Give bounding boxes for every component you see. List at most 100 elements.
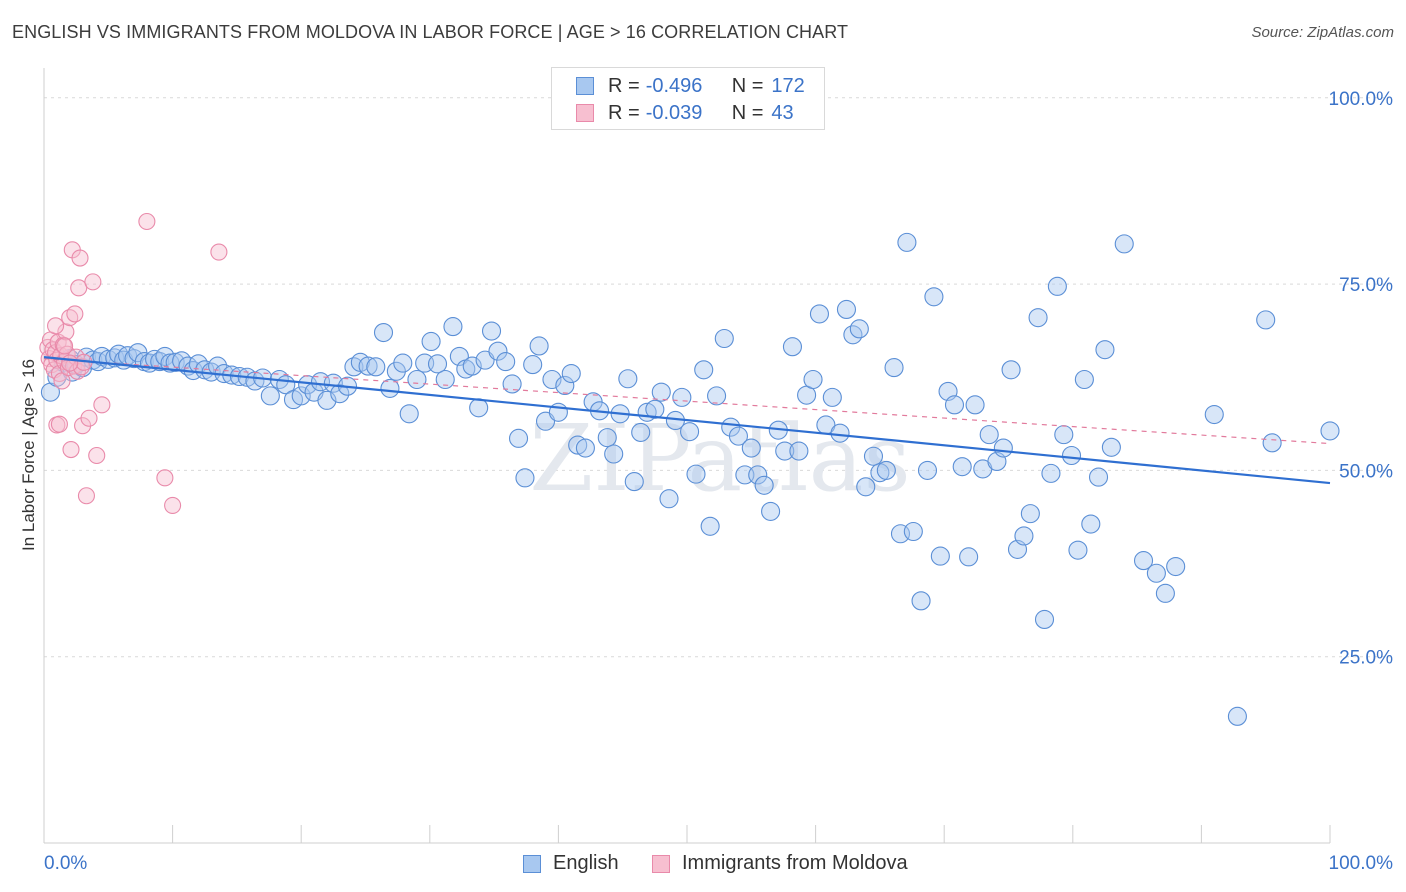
trend-lines [43,356,1331,485]
legend-swatch-english [576,77,594,95]
y-tick-label: 50.0% [1339,461,1393,482]
english-point [903,521,923,542]
english-point [979,425,999,445]
source-label: Source: ZipAtlas.com [1251,24,1394,41]
x-tick-label: 100.0% [1329,853,1394,874]
english-point [876,460,896,480]
english-point [809,304,830,324]
english-point [694,360,714,380]
legend-n-label: N = [731,74,764,97]
english-point [911,591,931,611]
series-moldova-points [39,212,228,514]
legend-r-label: R = [608,101,640,124]
english-point [1320,421,1340,441]
english-point [358,356,378,376]
english-point [863,446,884,466]
english-point [488,341,508,361]
english-point [618,369,638,389]
legend-row-moldova: R = -0.039 N = 43 [576,100,794,126]
english-point [373,322,394,343]
moldova-point [71,249,89,267]
y-tick-label: 25.0% [1339,648,1393,669]
english-point [435,369,455,390]
english-point [515,468,535,488]
legend-n-value: 172 [771,74,805,97]
moldova-point [61,354,79,372]
moldova-point [56,337,74,355]
english-point [1262,433,1282,453]
english-point [803,369,823,390]
english-point [366,357,386,377]
english-point [836,299,857,319]
english-point [1020,504,1040,524]
english-point [597,428,617,448]
english-point [1146,563,1166,583]
english-point [1034,609,1055,629]
english-point [330,384,350,404]
english-point [291,386,311,406]
english-point [789,441,809,461]
series-english-points [40,232,1340,726]
moldova-point [138,212,156,231]
english-point [502,374,522,394]
english-point [741,438,761,458]
english-point [1114,234,1134,254]
english-point [761,501,781,521]
english-point [728,426,748,446]
correlation-legend: R = -0.496 N = 172 R = -0.039 N = 43 [551,67,825,130]
english-point [993,438,1013,458]
english-point [944,395,965,415]
english-point [651,382,671,402]
x-tick-label: 0.0% [44,853,87,874]
english-point [754,475,774,495]
legend-swatch-moldova [652,854,670,873]
english-point [555,375,575,396]
english-point [917,460,938,480]
english-point [680,422,700,442]
english-point [568,435,588,455]
english-point [959,547,979,567]
english-point [659,489,679,509]
english-point [469,398,489,418]
legend-r-value: -0.496 [645,74,703,97]
english-point [1204,404,1224,425]
english-point [523,355,543,375]
english-point [1074,369,1094,390]
english-point [407,369,427,390]
english-point [443,317,463,337]
legend-item-english: English [523,852,619,875]
english-point [427,354,448,374]
english-point [952,457,972,477]
legend-swatch-english [523,854,541,873]
moldova-point [77,487,95,505]
english-point [481,321,502,341]
moldova-point [70,279,88,297]
legend-r-value: -0.039 [645,101,703,124]
english-point [449,346,469,366]
english-point [1061,445,1082,466]
y-tick-label: 75.0% [1339,275,1393,296]
english-point [884,358,904,378]
moldova-point [88,446,106,465]
english-point [897,232,917,252]
english-point [1227,706,1247,726]
moldova-point [57,323,75,341]
legend-n-value: 43 [771,101,794,124]
english-point [782,337,803,357]
english-point [748,465,768,485]
y-axis-label: In Labor Force | Age > 16 [19,359,38,551]
english-point [1256,310,1276,330]
english-point [529,336,549,356]
moldova-point [93,396,111,414]
english-point [707,386,727,406]
english-point [508,428,529,448]
moldova-point [210,243,228,261]
english-point [631,422,651,442]
moldova-point [62,440,80,459]
english-point [686,464,706,484]
english-point [1054,425,1074,445]
english-point [1088,467,1109,487]
english-point [165,352,185,372]
english-point [924,287,944,307]
